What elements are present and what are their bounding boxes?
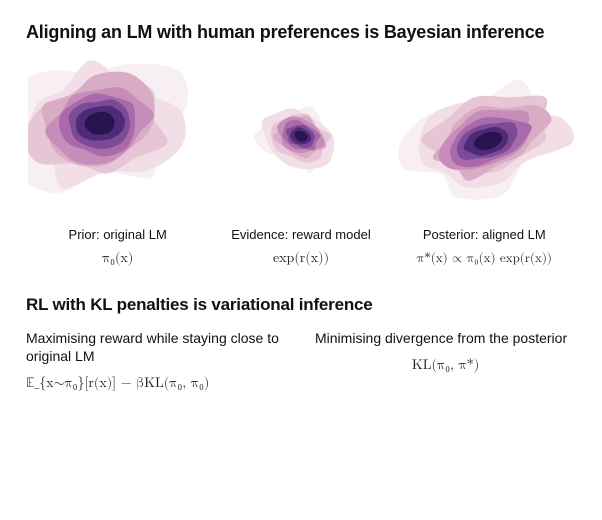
posterior-label-col: Posterior: aligned LM π*(x) ∝ π₀(x) exp(…: [393, 227, 576, 267]
prior-label-col: Prior: original LM π₀(x): [26, 227, 209, 267]
density-row: [26, 53, 576, 213]
density-labels-row: Prior: original LM π₀(x) Evidence: rewar…: [26, 227, 576, 267]
posterior-formula: π*(x) ∝ π₀(x) exp(r(x)): [393, 250, 576, 267]
section2-left-formula: 𝔼_{x∼π₀}[r(x)] − βKL(π₀, π₀): [26, 375, 287, 392]
section2-title: RL with KL penalties is variational infe…: [26, 295, 576, 315]
section2-right-formula: KL(π₀, π*): [315, 357, 576, 374]
prior-formula: π₀(x): [26, 250, 209, 267]
density-prior: [28, 53, 208, 213]
evidence-label-col: Evidence: reward model exp(r(x)): [209, 227, 392, 267]
density-posterior-cell: [393, 53, 576, 213]
section2-right: Minimising divergence from the posterior…: [315, 329, 576, 392]
page-root: Aligning an LM with human preferences is…: [0, 0, 602, 520]
posterior-label: Posterior: aligned LM: [393, 227, 576, 242]
page-title: Aligning an LM with human preferences is…: [26, 22, 576, 43]
section2-right-label: Minimising divergence from the posterior: [315, 329, 576, 347]
density-prior-cell: [26, 53, 209, 213]
section2-left-label: Maximising reward while staying close to…: [26, 329, 287, 365]
section2-row: Maximising reward while staying close to…: [26, 329, 576, 392]
density-evidence: [211, 53, 391, 213]
density-evidence-cell: [209, 53, 392, 213]
section2-left: Maximising reward while staying close to…: [26, 329, 287, 392]
density-posterior: [394, 53, 574, 213]
evidence-formula: exp(r(x)): [209, 250, 392, 267]
evidence-label: Evidence: reward model: [209, 227, 392, 242]
prior-label: Prior: original LM: [26, 227, 209, 242]
